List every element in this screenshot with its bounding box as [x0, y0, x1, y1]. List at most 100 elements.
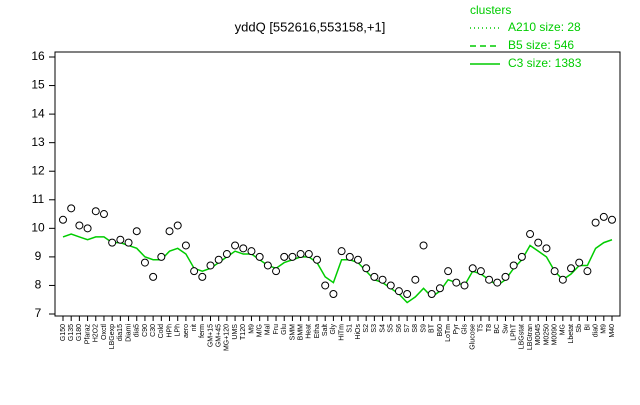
x-tick-label: S4 — [379, 324, 386, 333]
data-point — [280, 252, 289, 261]
data-point — [599, 212, 608, 221]
x-tick-label: S1 — [347, 324, 354, 333]
x-tick-label: dia15 — [117, 324, 124, 341]
y-tick-label: 9 — [35, 249, 42, 263]
x-tick-label: M9 — [248, 324, 255, 334]
x-tick-label: H2O2 — [93, 324, 100, 342]
x-tick-label: Diami — [125, 324, 132, 342]
data-point — [534, 238, 543, 247]
x-tick-label: T120 — [240, 324, 247, 340]
x-tick-label: S3 — [371, 324, 378, 333]
x-tick-label: Pyr — [453, 323, 460, 334]
x-tick-label: UMS — [232, 324, 239, 340]
x-tick-label: Fru — [273, 324, 280, 335]
data-point — [468, 264, 477, 273]
data-point — [132, 227, 141, 236]
series-line — [62, 233, 613, 304]
x-tick-label: M/G — [257, 324, 264, 337]
data-point — [403, 290, 412, 299]
data-point — [198, 272, 207, 281]
legend-title: clusters — [470, 3, 511, 17]
data-point — [296, 250, 305, 259]
data-point — [222, 250, 231, 259]
data-point — [370, 272, 379, 281]
data-point — [337, 247, 346, 256]
x-tick-label: T8 — [486, 324, 493, 332]
data-point — [140, 258, 149, 267]
y-tick-label: 12 — [31, 163, 45, 177]
x-tick-label: M0250 — [543, 324, 550, 346]
x-tick-label: M0090 — [551, 324, 558, 346]
data-point — [558, 275, 567, 284]
data-point — [493, 278, 502, 287]
y-tick-label: 8 — [35, 278, 42, 292]
x-tick-label: Oxctl — [101, 324, 108, 340]
data-point — [124, 238, 133, 247]
data-point — [542, 244, 551, 253]
data-point — [263, 261, 272, 270]
data-point — [386, 281, 395, 290]
x-tick-label: C90 — [142, 324, 149, 337]
x-tick-label: G180 — [76, 324, 83, 341]
data-point — [83, 224, 92, 233]
y-tick-label: 14 — [31, 106, 45, 120]
data-point — [173, 221, 182, 230]
x-tick-label: M40 — [609, 324, 616, 338]
x-tick-label: aero — [183, 324, 190, 338]
data-point — [501, 272, 510, 281]
data-point — [526, 230, 535, 239]
x-tick-label: G135 — [68, 324, 75, 341]
y-tick-label: 13 — [31, 135, 45, 149]
data-point — [394, 287, 403, 296]
x-tick-label: Pfaraz — [84, 324, 91, 345]
data-point — [272, 267, 281, 276]
x-tick-label: S2 — [363, 324, 370, 333]
x-tick-label: Etha — [314, 324, 321, 339]
x-tick-label: Gly — [330, 324, 337, 335]
data-point — [239, 244, 248, 253]
x-tick-label: dia5 — [134, 324, 141, 337]
data-point — [149, 272, 158, 281]
y-tick-label: 10 — [31, 221, 45, 235]
data-point — [591, 218, 600, 227]
x-tick-label: dia0 — [592, 324, 599, 337]
x-tick-label: HPh — [166, 324, 173, 338]
x-tick-label: BMM — [297, 324, 304, 341]
data-point — [567, 264, 576, 273]
data-point — [444, 267, 453, 276]
x-tick-label: LPh — [175, 324, 182, 337]
data-point — [362, 264, 371, 273]
x-tick-label: Sw — [502, 323, 509, 334]
data-point — [378, 275, 387, 284]
x-tick-label: S6 — [396, 324, 403, 333]
x-tick-label: B60 — [437, 324, 444, 337]
data-point — [99, 210, 108, 219]
data-point — [427, 290, 436, 299]
data-point — [575, 258, 584, 267]
data-point — [304, 250, 313, 259]
x-tick-label: Lbetat — [568, 324, 575, 344]
data-point — [452, 278, 461, 287]
data-point — [321, 281, 330, 290]
x-tick-label: G150 — [60, 324, 67, 341]
x-tick-label: Sb — [576, 324, 583, 333]
data-point — [476, 267, 485, 276]
x-tick-label: HiTm — [338, 324, 345, 341]
chart-title: yddQ [552616,553158,+1] — [235, 19, 386, 34]
x-tick-label: LBGtran — [527, 324, 534, 350]
data-point — [59, 215, 67, 224]
data-point — [353, 255, 362, 264]
x-tick-label: S7 — [404, 324, 411, 333]
x-tick-label: HiOs — [355, 324, 362, 340]
data-point — [329, 290, 338, 299]
x-tick-label: S5 — [388, 324, 395, 333]
x-tick-label: T5 — [478, 324, 485, 332]
legend-label: C3 size: 1383 — [508, 56, 582, 70]
data-point — [419, 241, 428, 250]
data-point — [550, 267, 559, 276]
x-tick-label: LoTm — [445, 324, 452, 342]
data-point — [206, 261, 215, 270]
x-tick-label: nit — [191, 324, 198, 331]
data-point — [190, 267, 199, 276]
